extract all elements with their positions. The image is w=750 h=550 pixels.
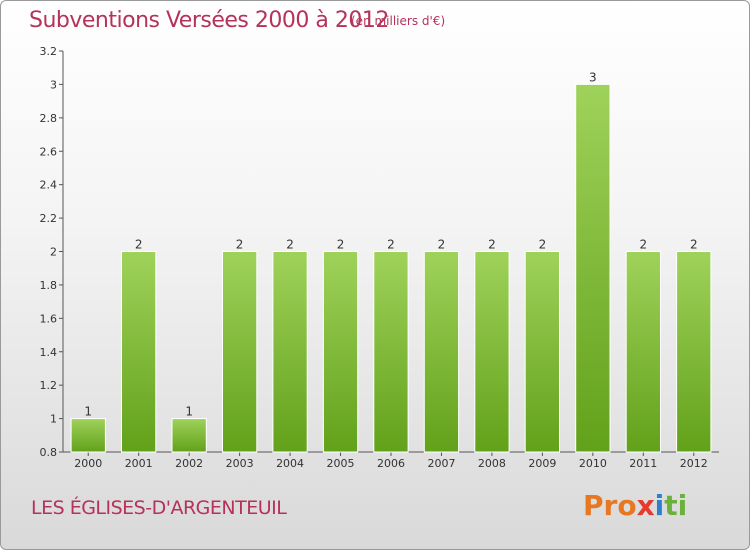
- y-tick-label: 2.4: [40, 179, 58, 192]
- bar-value-label: 1: [84, 405, 92, 419]
- x-tick-label: 2000: [74, 457, 102, 470]
- bar-2003: [222, 251, 258, 453]
- x-tick-label: 2003: [226, 457, 254, 470]
- logo-part-4: ti: [664, 489, 688, 522]
- commune-name: LES ÉGLISES-D'ARGENTEUIL: [31, 497, 287, 519]
- chart-title: Subventions Versées 2000 à 2012: [29, 8, 389, 33]
- x-tick-label: 2012: [680, 457, 708, 470]
- bar-2001: [121, 251, 157, 453]
- bar-value-label: 2: [438, 238, 446, 252]
- bar-value-label: 2: [488, 238, 496, 252]
- y-tick-label: 0.8: [40, 446, 58, 459]
- data-labels: 1 2 1 2 2 2 2 2 2 2 3 2 2: [84, 70, 697, 418]
- x-tick-label: 2004: [276, 457, 304, 470]
- bar-value-label: 2: [286, 238, 294, 252]
- proxiti-logo: Proxiti: [583, 489, 687, 522]
- y-tick-label: 1.8: [40, 279, 58, 292]
- axes: 0.8 1 1.2 1.4 1.6 1.8 2 2.2 2.4 2.6 2.8 3 3.2 2000 200…: [40, 45, 719, 470]
- x-tick-label: 2011: [629, 457, 657, 470]
- bar-value-label: 2: [639, 238, 647, 252]
- logo-part-3: i: [654, 489, 665, 522]
- x-tick-label: 2002: [175, 457, 203, 470]
- y-tick-label: 2.6: [40, 145, 58, 158]
- y-tick-label: 1: [50, 413, 57, 426]
- bar-2010: [575, 83, 611, 453]
- bar-2011: [625, 251, 662, 453]
- y-tick-label: 2.8: [40, 112, 58, 125]
- bar-2002: [171, 418, 207, 453]
- bar-2005: [322, 251, 359, 453]
- bar-2009: [524, 251, 561, 453]
- y-tick-label: 1.2: [40, 379, 58, 392]
- bar-2004: [272, 251, 308, 453]
- y-tick-label: 2.2: [40, 212, 58, 225]
- bars: [70, 83, 712, 453]
- y-tick-label: 1.4: [40, 346, 58, 359]
- x-tick-label: 2007: [427, 457, 455, 470]
- x-tick-label: 2010: [579, 457, 607, 470]
- bar-value-label: 2: [690, 238, 698, 252]
- x-tick-label: 2001: [125, 457, 153, 470]
- y-tick-label: 2: [50, 246, 57, 259]
- x-tick-label: 2009: [528, 457, 556, 470]
- bar-value-label: 3: [589, 70, 597, 84]
- bar-2007: [423, 251, 460, 453]
- bar-value-label: 2: [236, 238, 244, 252]
- bar-value-label: 2: [539, 238, 547, 252]
- bar-2006: [373, 251, 409, 453]
- y-tick-label: 3: [50, 78, 57, 91]
- bar-value-label: 2: [387, 238, 395, 252]
- y-tick-label: 3.2: [40, 45, 58, 58]
- bar-value-label: 2: [135, 238, 143, 252]
- bar-2012: [676, 251, 712, 453]
- y-tick-label: 1.6: [40, 312, 58, 325]
- x-tick-label: 2008: [478, 457, 506, 470]
- bar-value-label: 1: [185, 405, 193, 419]
- unit-label: (en milliers d'€): [351, 14, 446, 28]
- logo-part-1: Pro: [583, 489, 637, 522]
- bar-2000: [70, 418, 106, 453]
- logo-part-2: x: [636, 489, 655, 522]
- bar-value-label: 2: [337, 238, 345, 252]
- x-tick-label: 2006: [377, 457, 405, 470]
- x-tick-label: 2005: [327, 457, 355, 470]
- bar-2008: [474, 251, 510, 453]
